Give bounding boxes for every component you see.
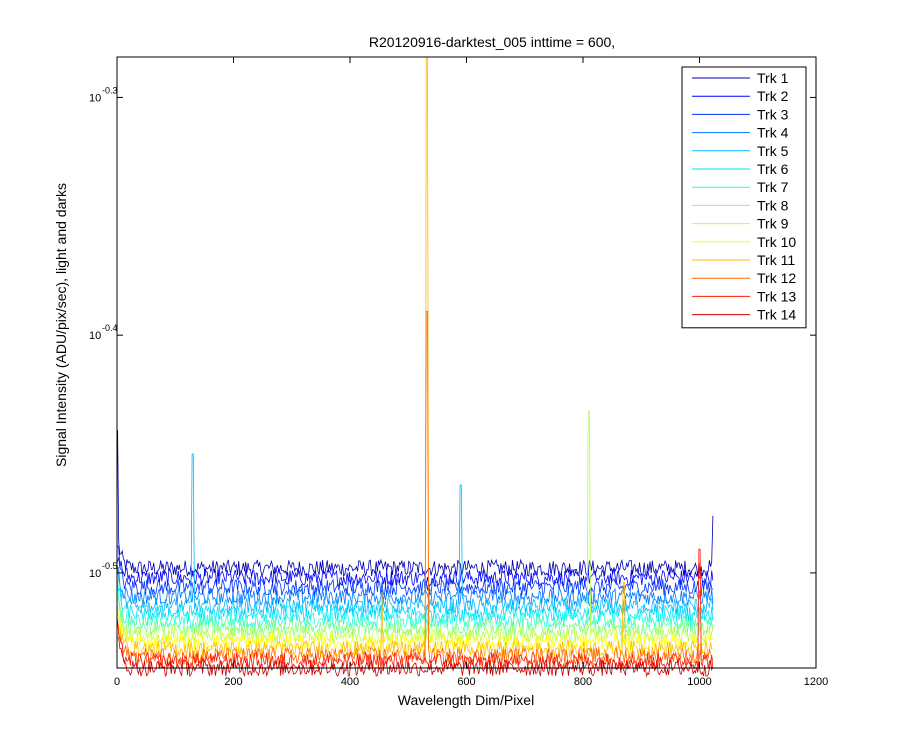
series-line-trk-5 xyxy=(117,453,714,616)
x-tick-label: 800 xyxy=(574,676,592,688)
x-tick-label: 600 xyxy=(457,676,475,688)
legend-box xyxy=(681,66,807,329)
legend-label: Trk 4 xyxy=(757,125,789,141)
y-tick-base: 10 xyxy=(89,330,101,342)
legend-label: Trk 6 xyxy=(757,161,789,177)
legend-label: Trk 12 xyxy=(757,270,796,286)
legend-label: Trk 11 xyxy=(757,252,795,268)
y-tick-exponent: -0.4 xyxy=(102,323,118,333)
series-line-trk-4 xyxy=(117,566,714,607)
y-tick-base: 10 xyxy=(89,568,101,580)
y-axis-label: Signal Intensity (ADU/pix/sec), light an… xyxy=(53,183,69,467)
legend-label: Trk 8 xyxy=(757,197,789,213)
series-line-trk-11 xyxy=(117,56,713,659)
chart-title: R20120916-darktest_005 inttime = 600, xyxy=(369,34,615,50)
legend-label: Trk 9 xyxy=(757,216,789,232)
x-tick-label: 1000 xyxy=(687,676,711,688)
y-tick-base: 10 xyxy=(89,92,101,104)
legend-label: Trk 7 xyxy=(757,179,789,195)
legend: Trk 1 Trk 2 Trk 3 Trk 4 Trk 5 Trk 6 Trk 7 Trk 8… xyxy=(681,66,807,329)
legend-label: Trk 10 xyxy=(757,234,796,250)
y-tick-exponent: -0.3 xyxy=(102,85,118,95)
series-line-trk-8 xyxy=(117,595,714,638)
x-tick-label: 200 xyxy=(224,676,242,688)
x-tick-label: 0 xyxy=(114,676,120,688)
legend-label: Trk 14 xyxy=(757,307,796,323)
series-line-trk-6 xyxy=(117,582,714,623)
x-tick-label: 400 xyxy=(341,676,359,688)
series-line-trk-9 xyxy=(117,410,714,645)
series-line-trk-10 xyxy=(117,613,714,651)
series-lines xyxy=(117,56,714,678)
legend-label: Trk 1 xyxy=(757,70,789,86)
legend-label: Trk 5 xyxy=(757,143,789,159)
legend-label: Trk 3 xyxy=(757,106,789,122)
legend-label: Trk 13 xyxy=(757,288,796,304)
x-axis-label: Wavelength Dim/Pixel xyxy=(398,692,534,708)
legend-label: Trk 2 xyxy=(757,88,789,104)
x-tick-label: 1200 xyxy=(804,676,828,688)
y-tick-exponent: -0.5 xyxy=(102,561,118,571)
series-line-trk-1 xyxy=(117,430,714,578)
series-line-trk-2 xyxy=(117,545,714,587)
series-line-trk-3 xyxy=(117,557,714,597)
